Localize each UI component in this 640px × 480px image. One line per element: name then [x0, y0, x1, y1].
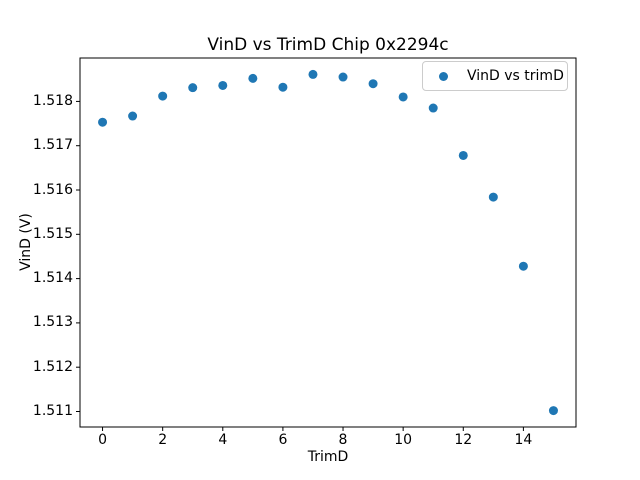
- legend-label: VinD vs trimD: [467, 68, 564, 84]
- legend: VinD vs trimD: [422, 61, 568, 91]
- x-tick-label: 14: [514, 432, 533, 448]
- scatter-point: [548, 406, 558, 416]
- chart-title: VinD vs TrimD Chip 0x2294c: [207, 35, 449, 55]
- scatter-point: [368, 79, 378, 89]
- scatter-point: [518, 261, 528, 271]
- y-tick-label: 1.518: [32, 92, 73, 109]
- y-tick-label: 1.515: [32, 225, 73, 242]
- x-tick-label: 6: [278, 432, 288, 448]
- scatter-point: [248, 73, 258, 83]
- x-tick-label: 2: [158, 432, 168, 448]
- x-tick-label: 8: [338, 432, 348, 448]
- scatter-point: [338, 72, 348, 82]
- legend-marker-icon: [439, 71, 448, 81]
- y-tick-label: 1.512: [32, 358, 73, 375]
- x-tick-label: 10: [394, 432, 413, 448]
- y-tick-label: 1.514: [32, 270, 73, 287]
- y-tick-label: 1.513: [32, 314, 73, 331]
- scatter-point: [428, 103, 438, 113]
- scatter-point: [308, 69, 318, 79]
- scatter-point: [278, 82, 288, 92]
- scatter-point: [128, 111, 138, 121]
- x-tick-label: 12: [454, 432, 473, 448]
- scatter-point: [218, 80, 228, 90]
- y-tick-label: 1.516: [32, 181, 73, 198]
- y-tick-label: 1.517: [32, 137, 73, 154]
- scatter-point: [488, 192, 498, 202]
- x-tick-label: 0: [98, 432, 107, 448]
- y-tick-label: 1.511: [32, 402, 73, 419]
- scatter-point: [158, 91, 168, 101]
- scatter-point: [398, 92, 408, 102]
- x-tick-label: 4: [218, 432, 228, 448]
- scatter-point: [98, 117, 108, 127]
- scatter-point: [458, 150, 468, 160]
- axes-spines: [79, 57, 577, 428]
- scatter-point: [188, 83, 198, 93]
- x-axis-label: TrimD: [307, 449, 349, 465]
